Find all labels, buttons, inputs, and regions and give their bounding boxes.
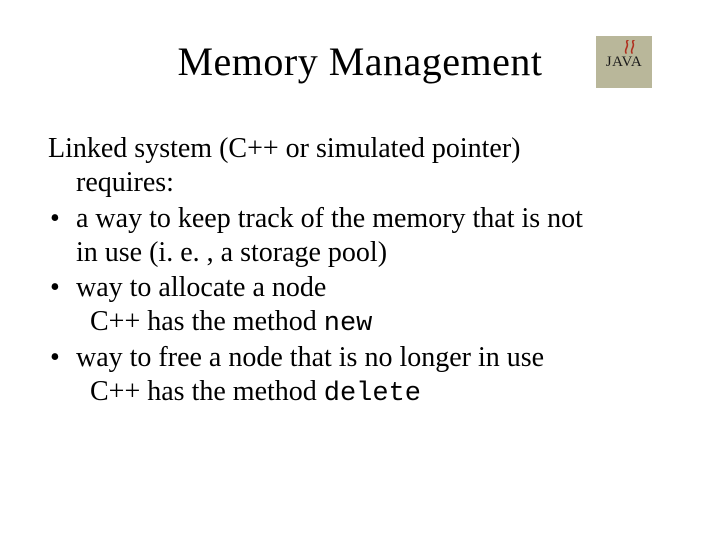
bullet-main: way to allocate a node [76,272,326,303]
lead-line-2: requires: [76,166,678,200]
slide: Memory Management JAVA Linked system (C+… [0,0,720,540]
keyword-new: new [324,309,373,339]
bullet-sub-prefix: C++ has the method [90,376,324,407]
bullet-sub: C++ has the method new [90,305,678,341]
bullet-sub: C++ has the method delete [90,375,678,411]
slide-body: Linked system (C++ or simulated pointer)… [48,132,678,411]
coffee-steam-icon [620,40,642,54]
lead-text: Linked system (C++ or simulated pointer)… [48,132,678,200]
bullet-main: a way to keep track of the memory that i… [76,203,583,234]
bullet-main: way to free a node that is no longer in … [76,342,544,373]
list-item: a way to keep track of the memory that i… [48,202,678,270]
bullet-cont: in use (i. e. , a storage pool) [76,237,387,268]
slide-title: Memory Management [177,38,542,85]
list-item: way to free a node that is no longer in … [48,341,678,411]
keyword-delete: delete [324,379,421,409]
lead-line-1: Linked system (C++ or simulated pointer) [48,133,521,164]
list-item: way to allocate a node C++ has the metho… [48,271,678,341]
bullet-list: a way to keep track of the memory that i… [48,202,678,411]
java-logo-text: JAVA [606,54,642,71]
java-logo: JAVA [596,36,652,88]
bullet-sub-prefix: C++ has the method [90,306,324,337]
